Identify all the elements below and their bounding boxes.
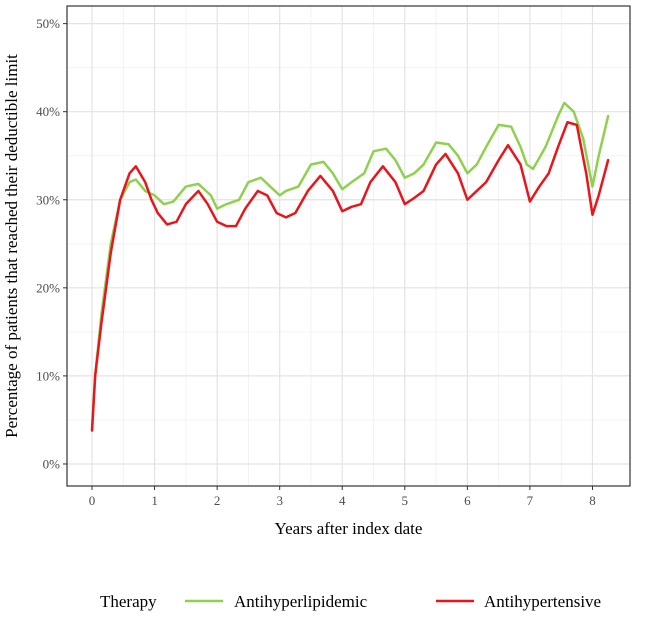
x-tick-label: 2 bbox=[214, 493, 221, 508]
x-tick-label: 1 bbox=[151, 493, 158, 508]
x-tick-label: 8 bbox=[589, 493, 596, 508]
x-axis-title: Years after index date bbox=[275, 519, 423, 538]
y-tick-label: 0% bbox=[43, 456, 61, 471]
y-axis-title: Percentage of patients that reached thei… bbox=[2, 54, 21, 438]
x-tick-label: 7 bbox=[527, 493, 534, 508]
y-tick-label: 20% bbox=[36, 280, 60, 295]
y-tick-label: 30% bbox=[36, 192, 60, 207]
series-layer bbox=[90, 101, 610, 432]
grid-minor bbox=[67, 6, 630, 486]
panel-background bbox=[67, 6, 630, 486]
legend-label-1: Antihypertensive bbox=[484, 592, 601, 611]
y-tick-label: 10% bbox=[36, 368, 60, 383]
legend-title: Therapy bbox=[100, 592, 157, 611]
y-tick-label: 40% bbox=[36, 104, 60, 119]
x-tick-label: 6 bbox=[464, 493, 471, 508]
x-axis: 0 1 2 3 4 5 6 7 8 bbox=[89, 486, 596, 508]
plot-panel bbox=[66, 5, 631, 487]
grid-major bbox=[67, 6, 630, 486]
y-tick-label: 50% bbox=[36, 16, 60, 31]
legend: Therapy Antihyperlipidemic Antihypertensi… bbox=[100, 592, 601, 611]
y-axis: 0% 10% 20% 30% 40% 50% bbox=[36, 16, 67, 471]
x-tick-label: 0 bbox=[89, 493, 96, 508]
legend-label-0: Antihyperlipidemic bbox=[234, 592, 368, 611]
panel-border bbox=[66, 5, 631, 487]
x-tick-label: 3 bbox=[276, 493, 283, 508]
series-line-1 bbox=[90, 121, 610, 432]
x-tick-label: 4 bbox=[339, 493, 346, 508]
x-tick-label: 5 bbox=[402, 493, 409, 508]
series-line-0 bbox=[90, 101, 610, 430]
